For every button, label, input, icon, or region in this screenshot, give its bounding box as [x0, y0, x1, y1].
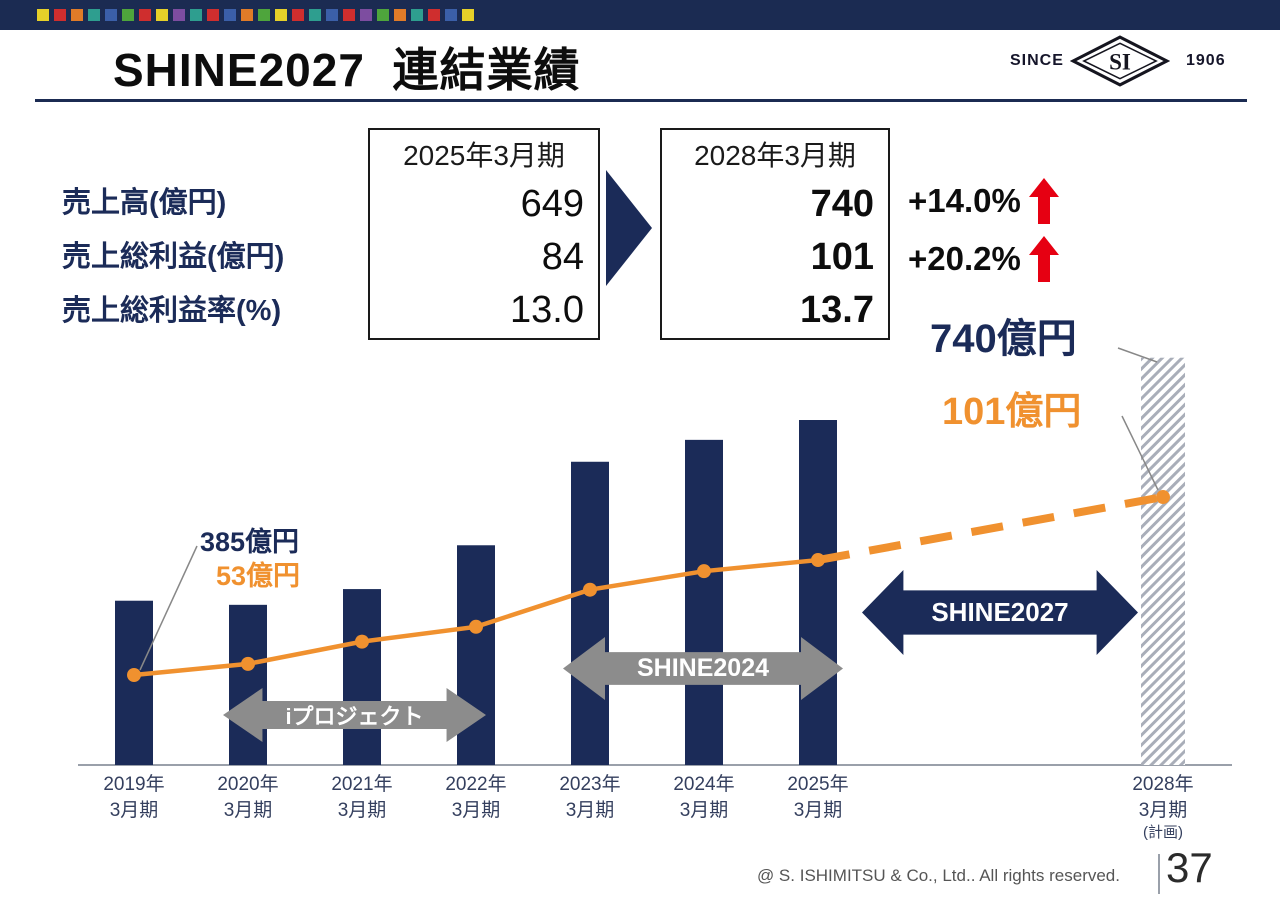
transition-arrow-icon — [606, 170, 652, 286]
table-row-labels: 売上高(億円) 売上総利益(億円) 売上総利益率(%) — [62, 128, 284, 338]
logo-year-text: 1906 — [1186, 52, 1226, 69]
row-label-gross-margin: 売上総利益率(%) — [62, 295, 282, 327]
deco-square — [88, 9, 100, 21]
annotation-start-revenue: 385億円 — [200, 527, 300, 557]
deco-square — [105, 9, 117, 21]
deco-square — [360, 9, 372, 21]
up-arrow-icon — [1028, 178, 1059, 224]
deco-square — [173, 9, 185, 21]
column-header-2025: 2025年3月期 — [403, 140, 565, 171]
deco-square — [139, 9, 151, 21]
page-title: SHINE2027 連結業績 — [113, 44, 581, 96]
row-label-spacer — [62, 128, 284, 176]
deco-square — [156, 9, 168, 21]
change-row-gross-profit: +20.2% — [908, 236, 1059, 282]
cell-2028-gross-margin: 13.7 — [800, 289, 874, 331]
deco-square — [37, 9, 49, 21]
revenue-bar-plan — [1141, 357, 1185, 765]
deco-square — [309, 9, 321, 21]
cell-2025-gross-profit: 84 — [541, 236, 584, 278]
profit-line-plan-dashed — [817, 493, 1164, 564]
profit-point-7 — [1156, 490, 1170, 505]
profit-point-3 — [469, 619, 483, 634]
deco-square — [377, 9, 389, 21]
deco-square — [394, 9, 406, 21]
deco-square — [207, 9, 219, 21]
column-header-2028: 2028年3月期 — [694, 140, 856, 171]
table-column-2028: 2028年3月期 740 101 13.7 — [660, 128, 890, 340]
deco-square — [71, 9, 83, 21]
revenue-bar-4 — [571, 461, 609, 765]
deco-square — [224, 9, 236, 21]
profit-point-0 — [127, 668, 141, 682]
annotation-connector — [139, 545, 198, 671]
deco-square — [190, 9, 202, 21]
change-row-revenue: +14.0% — [908, 178, 1059, 224]
change-label-gross-profit: +20.2% — [908, 240, 1021, 277]
si-diamond-icon: SI — [1070, 35, 1170, 87]
revenue-bar-6 — [799, 420, 837, 765]
top-bar — [0, 0, 1280, 30]
annotation-plan-profit: 101億円 — [942, 391, 1082, 433]
period-arrow-shine2027-label: SHINE2027 — [931, 597, 1069, 627]
period-arrow-iproject-label: iプロジェクト — [285, 704, 424, 729]
profit-point-6 — [811, 553, 825, 568]
revenue-bar-2 — [343, 589, 381, 765]
annotation-plan-revenue: 740億円 — [930, 317, 1077, 361]
page-number-divider — [1158, 854, 1160, 894]
title-divider — [35, 99, 1247, 102]
deco-square — [54, 9, 66, 21]
change-label-revenue: +14.0% — [908, 182, 1021, 219]
copyright-text: @ S. ISHIMITSU & Co., Ltd.. All rights r… — [756, 866, 1120, 885]
deco-square — [258, 9, 270, 21]
company-logo: SINCE SI 1906 — [1008, 33, 1232, 89]
deco-square — [326, 9, 338, 21]
cell-2025-gross-margin: 13.0 — [510, 289, 584, 331]
row-label-gross-profit: 売上総利益(億円) — [62, 241, 285, 273]
profit-point-1 — [241, 656, 255, 671]
profit-point-4 — [583, 582, 597, 597]
row-label-revenue: 売上高(億円) — [62, 187, 227, 219]
cell-2028-revenue: 740 — [810, 183, 874, 225]
deco-square — [275, 9, 287, 21]
profit-point-5 — [697, 564, 711, 579]
revenue-bar-3 — [457, 545, 495, 765]
deco-square — [411, 9, 423, 21]
logo-since-text: SINCE — [1010, 52, 1064, 69]
table-column-2025: 2025年3月期 649 84 13.0 — [368, 128, 600, 340]
period-arrow-shine2024-label: SHINE2024 — [636, 654, 770, 682]
revenue-bar-0 — [115, 600, 153, 765]
deco-square — [241, 9, 253, 21]
profit-point-2 — [355, 634, 369, 649]
deco-square — [292, 9, 304, 21]
annotation-connector — [1117, 347, 1158, 363]
cell-2025-revenue: 649 — [520, 183, 584, 225]
deco-square — [428, 9, 440, 21]
chart-canvas — [78, 347, 1232, 766]
cell-2028-gross-profit: 101 — [810, 236, 874, 278]
logo-initials: SI — [1109, 48, 1131, 74]
deco-square — [462, 9, 474, 21]
annotation-connector — [1121, 415, 1159, 491]
page-number: 37 — [1166, 844, 1213, 891]
deco-square — [343, 9, 355, 21]
annotation-start-profit: 53億円 — [216, 561, 301, 591]
up-arrow-icon — [1028, 236, 1059, 282]
deco-squares — [37, 9, 474, 21]
revenue-bar-5 — [685, 439, 723, 765]
deco-square — [445, 9, 457, 21]
deco-square — [122, 9, 134, 21]
